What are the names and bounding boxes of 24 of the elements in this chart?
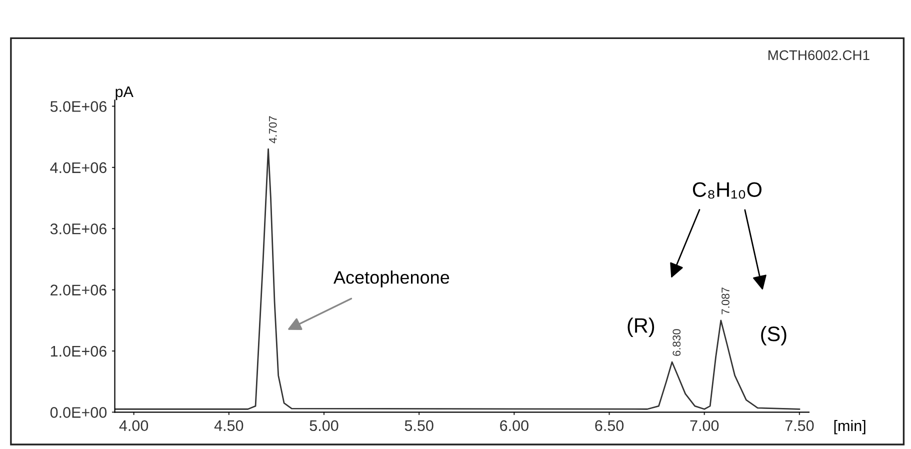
x-tick-label: 5.50 <box>404 420 434 432</box>
annotation: 7.087 <box>722 288 730 314</box>
annotation: C₈H₁₀O <box>692 182 762 199</box>
x-tick-label: 4.50 <box>214 420 244 432</box>
y-tick-label: 1.0E+06 <box>50 346 106 357</box>
y-axis-title: pA <box>116 86 134 100</box>
x-axis-title: [min] <box>834 420 866 434</box>
y-tick-label: 0.0E+00 <box>50 407 107 418</box>
y-tick-label: 3.0E+06 <box>50 223 106 234</box>
x-tick-label: 7.00 <box>690 420 719 432</box>
text: MCTH6002.CH1 <box>768 50 870 60</box>
x-tick-label: 6.50 <box>595 420 624 432</box>
annotation: Acetophenone <box>333 270 450 288</box>
x-tick-label: 4.00 <box>119 420 148 432</box>
y-tick-label: 5.0E+06 <box>50 101 106 112</box>
x-tick-label: 6.00 <box>500 420 528 432</box>
annotation: 4.707 <box>268 116 277 144</box>
x-tick-label: 7.50 <box>785 420 814 432</box>
annotation: (R) <box>628 318 654 337</box>
x-tick-label: 5.00 <box>310 420 338 432</box>
y-tick-label: 4.0E+06 <box>50 162 106 174</box>
annotation: 6.830 <box>672 329 681 356</box>
y-tick-label: 2.0E+06 <box>50 284 106 296</box>
annotation: (S) <box>761 326 786 346</box>
